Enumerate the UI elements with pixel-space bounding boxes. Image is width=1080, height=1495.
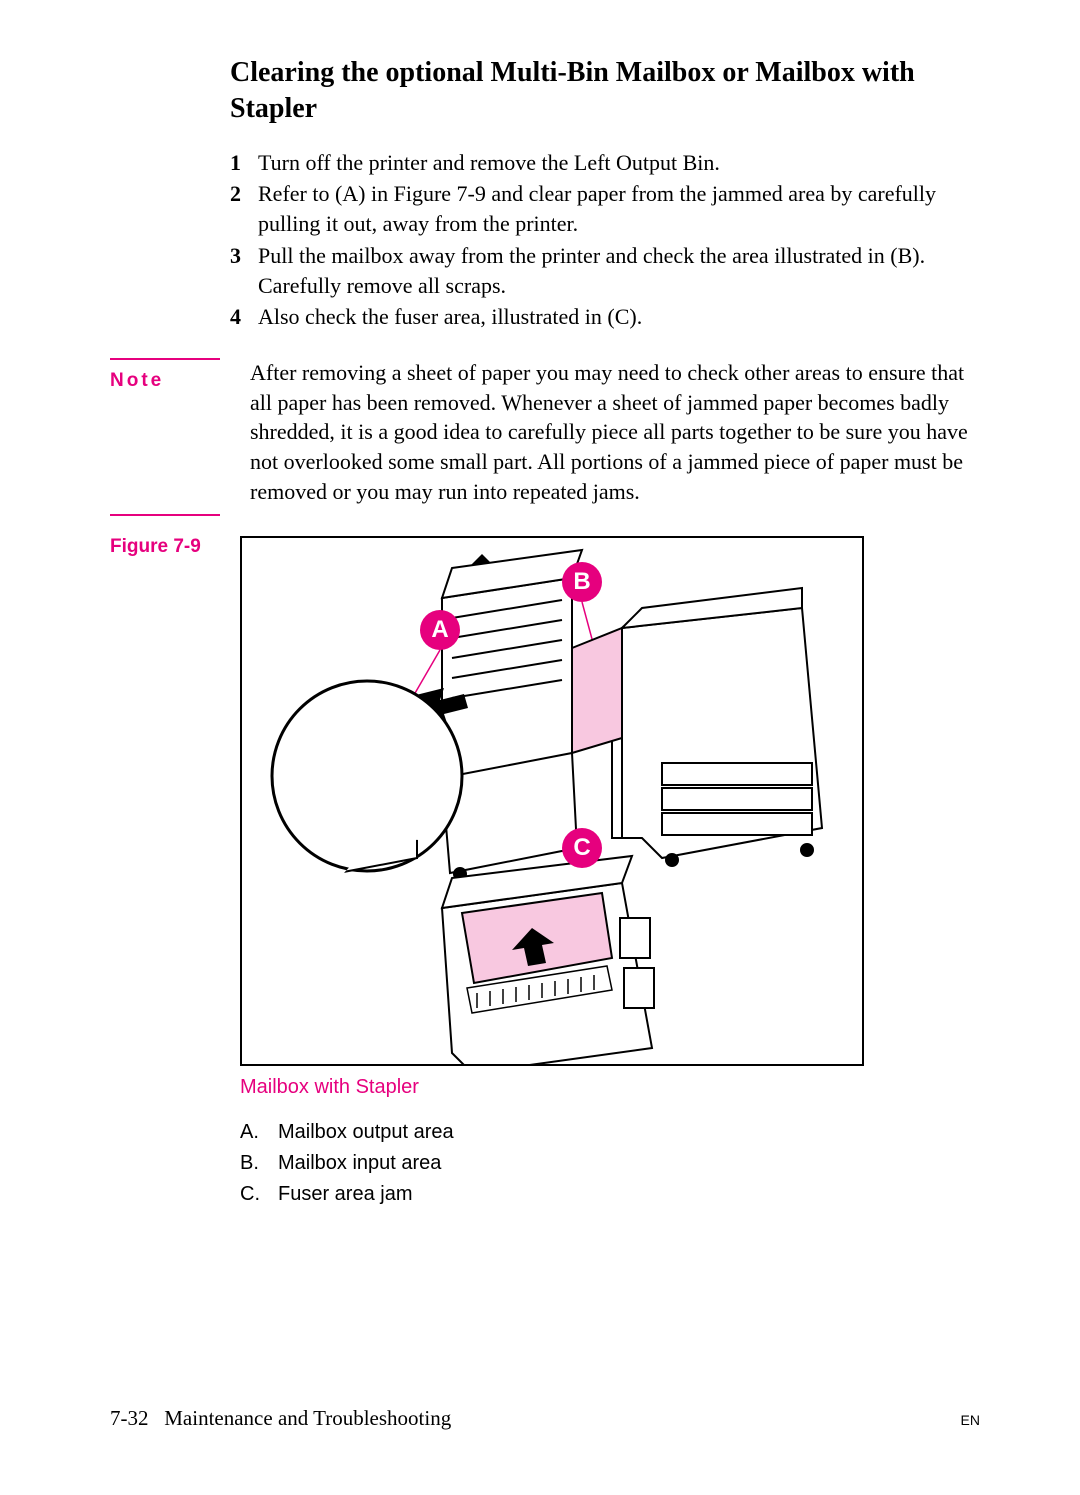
- page-footer: 7-32 Maintenance and Troubleshooting EN: [110, 1406, 980, 1431]
- step-item: Turn off the printer and remove the Left…: [230, 148, 980, 178]
- section-title: Clearing the optional Multi-Bin Mailbox …: [230, 55, 980, 128]
- fuser-area-drawing: [442, 856, 654, 1064]
- steps-list: Turn off the printer and remove the Left…: [230, 148, 980, 332]
- legend-item: B. Mailbox input area: [240, 1148, 980, 1179]
- page-number: 7-32: [110, 1406, 149, 1430]
- note-rule-bottom: [110, 514, 220, 516]
- output-area-inset-drawing: [272, 681, 462, 878]
- footer-lang: EN: [961, 1412, 980, 1428]
- figure-box: A B C: [240, 536, 864, 1066]
- note-label: Note: [110, 368, 230, 394]
- figure-block: Figure 7-9: [110, 536, 980, 1066]
- figure-legend: A. Mailbox output area B. Mailbox input …: [240, 1117, 980, 1210]
- figure-label-column: Figure 7-9: [110, 536, 220, 1066]
- legend-text: Fuser area jam: [278, 1179, 413, 1210]
- legend-letter: C.: [240, 1179, 262, 1210]
- legend-item: C. Fuser area jam: [240, 1179, 980, 1210]
- mailbox-tower-drawing: [412, 550, 822, 880]
- figure-caption: Mailbox with Stapler: [240, 1076, 980, 1099]
- chapter-title: Maintenance and Troubleshooting: [164, 1406, 451, 1430]
- legend-item: A. Mailbox output area: [240, 1117, 980, 1148]
- step-item: Refer to (A) in Figure 7-9 and clear pap…: [230, 179, 980, 238]
- legend-letter: A.: [240, 1117, 262, 1148]
- step-item: Also check the fuser area, illustrated i…: [230, 302, 980, 332]
- figure-illustration: [242, 538, 862, 1064]
- note-rule-top: [110, 358, 220, 360]
- footer-left: 7-32 Maintenance and Troubleshooting: [110, 1406, 451, 1431]
- legend-text: Mailbox output area: [278, 1117, 454, 1148]
- legend-text: Mailbox input area: [278, 1148, 441, 1179]
- page: Clearing the optional Multi-Bin Mailbox …: [0, 0, 1080, 1495]
- note-block: Note After removing a sheet of paper you…: [110, 358, 980, 506]
- step-item: Pull the mailbox away from the printer a…: [230, 241, 980, 300]
- note-text: After removing a sheet of paper you may …: [250, 358, 980, 506]
- figure-label: Figure 7-9: [110, 536, 220, 558]
- legend-letter: B.: [240, 1148, 262, 1179]
- note-label-column: Note: [110, 358, 230, 506]
